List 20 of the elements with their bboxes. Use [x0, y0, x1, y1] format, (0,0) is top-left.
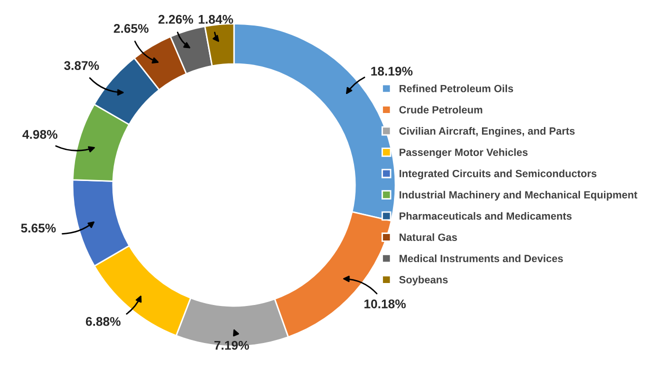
- data-label: 18.19%: [371, 66, 413, 76]
- data-label: 10.18%: [364, 299, 406, 308]
- legend-label: Natural Gas: [400, 233, 457, 241]
- legend-label: Refined Petroleum Oils: [400, 84, 514, 92]
- legend-label: Soybeans: [399, 276, 448, 286]
- data-label: 1.84%: [198, 14, 234, 24]
- legend-label: Industrial Machinery and Mechanical Equipment: [400, 190, 638, 201]
- legend-label: Passenger Motor Vehicles: [400, 148, 528, 158]
- legend-label: Integrated Circuits and Semiconductors: [400, 170, 596, 180]
- data-label: 2.65%: [114, 24, 149, 33]
- data-label: 5.65%: [21, 224, 56, 233]
- legend-label: Crude Petroleum: [399, 106, 482, 114]
- legend-label: Civilian Aircraft, Engines, and Parts: [399, 127, 575, 137]
- data-label: 7.19%: [214, 340, 250, 350]
- legend-label: Medical Instruments and Devices: [400, 254, 563, 262]
- data-label: 3.87%: [64, 61, 99, 70]
- data-label: 4.98%: [22, 130, 58, 139]
- data-label: 2.26%: [158, 14, 194, 24]
- legend-label: Pharmaceuticals and Medicaments: [400, 212, 572, 220]
- data-label: 6.88%: [86, 317, 121, 326]
